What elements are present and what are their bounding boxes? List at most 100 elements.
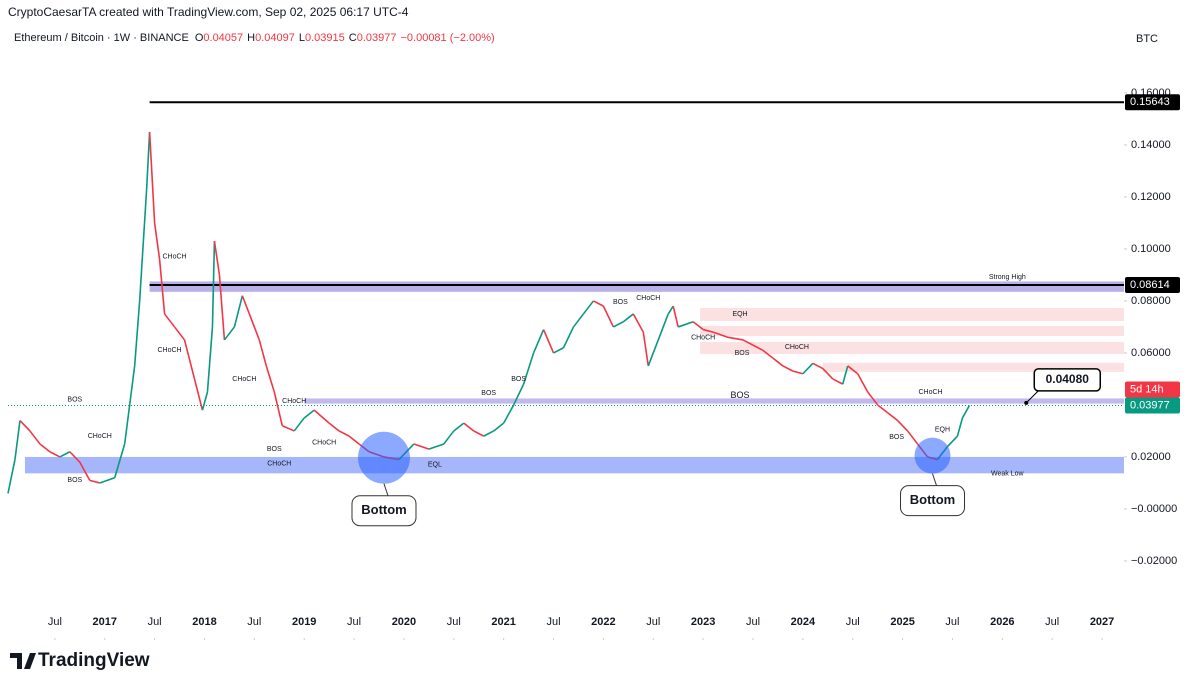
annotation: CHoCH xyxy=(232,376,256,383)
annotation: CHoCH xyxy=(918,389,942,396)
annotation: CHoCH xyxy=(785,344,809,351)
price-segment xyxy=(632,313,644,333)
price-segment xyxy=(841,365,849,385)
x-tick-label: 2026 xyxy=(990,616,1014,628)
annotation: CHoCH xyxy=(162,254,186,261)
bottom-circle xyxy=(914,437,951,474)
countdown-box xyxy=(1125,381,1180,398)
x-tick-label: 2020 xyxy=(392,616,416,628)
x-tick-label: Jul xyxy=(746,616,760,628)
price-segment xyxy=(782,365,794,372)
price-segment xyxy=(613,321,624,328)
price-segment xyxy=(473,430,485,437)
price-segment xyxy=(59,451,71,458)
zone xyxy=(304,398,1125,404)
x-tick-label: 2027 xyxy=(1090,616,1114,628)
price-segment xyxy=(338,430,350,437)
price-segment xyxy=(582,300,595,315)
annotation: Strong High xyxy=(989,274,1026,281)
price-segment xyxy=(19,419,31,432)
annotation: BOS xyxy=(735,350,750,357)
price-label-box xyxy=(1125,276,1180,293)
price-segment xyxy=(712,331,729,339)
bottom-box xyxy=(351,495,417,527)
price-segment xyxy=(303,409,315,419)
price-segment xyxy=(113,443,126,478)
price-segment xyxy=(522,352,535,385)
annotation: BOS xyxy=(267,446,282,453)
price-segment xyxy=(792,370,804,375)
x-tick-label: Jul xyxy=(447,616,461,628)
price-segment xyxy=(218,274,226,341)
x-tick-label: Jul xyxy=(846,616,860,628)
x-tick-label: 2022 xyxy=(591,616,615,628)
price-label: 0.03977 xyxy=(1130,399,1170,411)
x-tick-label: 2025 xyxy=(890,616,914,628)
ohlc-key: L xyxy=(299,32,305,44)
callout-label: 0.04080 xyxy=(1046,372,1090,386)
price-change: −0.00081 (−2.00%) xyxy=(400,32,494,44)
price-segment xyxy=(602,305,615,328)
price-segment xyxy=(812,362,824,370)
annotation: BOS xyxy=(511,376,526,383)
price-segment xyxy=(145,131,151,190)
y-tick-label: 0.08000 xyxy=(1131,295,1171,307)
price-segment xyxy=(258,339,268,367)
price-label: 0.08614 xyxy=(1130,279,1170,291)
annotation: BOS xyxy=(889,434,904,441)
price-segment xyxy=(532,329,545,354)
price-segment xyxy=(622,313,634,323)
price-segment xyxy=(348,435,360,445)
chart-header: Ethereum / Bitcoin · 1W · BINANCE O0.0405… xyxy=(14,32,495,44)
price-segment xyxy=(128,365,136,406)
price-segment xyxy=(553,347,564,354)
price-segment xyxy=(463,422,475,432)
price-label-box xyxy=(1125,397,1180,414)
price-label: 0.15643 xyxy=(1130,96,1170,108)
annotation: BOS xyxy=(613,299,628,306)
price-segment xyxy=(428,443,445,450)
price-segment xyxy=(677,320,694,328)
price-segment xyxy=(572,313,585,328)
price-segment xyxy=(667,305,674,315)
annotation: EQL xyxy=(428,462,442,469)
price-segment xyxy=(562,326,575,349)
x-tick-label: 2023 xyxy=(691,616,715,628)
bottom-pointer xyxy=(383,483,389,496)
price-segment xyxy=(483,430,495,437)
annotation: CHoCH xyxy=(636,295,660,302)
price-segment xyxy=(163,313,176,328)
price-segment xyxy=(89,479,100,484)
zone xyxy=(700,307,1124,321)
currency: BTC xyxy=(1136,33,1158,45)
price-segment xyxy=(802,362,814,375)
annotation: CHoCH xyxy=(267,460,291,467)
price-segment xyxy=(133,300,141,367)
price-label-box xyxy=(1125,94,1180,111)
annotation: CHoCH xyxy=(88,433,112,440)
price-segment xyxy=(99,476,115,484)
price-segment xyxy=(647,339,659,367)
price-segment xyxy=(887,412,899,422)
price-segment xyxy=(453,422,465,432)
ohlc-key: C xyxy=(349,32,357,44)
y-tick-label: 0.14000 xyxy=(1131,139,1171,151)
brand: TradingView xyxy=(38,650,150,671)
price-segment xyxy=(847,365,859,375)
price-segment xyxy=(906,430,919,445)
bottom-box xyxy=(900,485,966,517)
price-segment xyxy=(138,189,148,301)
price-segment xyxy=(593,300,604,307)
price-segment xyxy=(657,313,669,341)
x-tick-label: Jul xyxy=(247,616,261,628)
x-tick-label: Jul xyxy=(347,616,361,628)
price-segment xyxy=(702,328,714,333)
price-segment xyxy=(493,422,505,432)
price-segment xyxy=(39,443,51,453)
price-segment xyxy=(79,461,91,481)
price-segment xyxy=(946,435,959,448)
zone xyxy=(700,342,1124,354)
zone xyxy=(700,325,1124,337)
price-segment xyxy=(123,404,131,445)
price-segment xyxy=(273,391,284,426)
